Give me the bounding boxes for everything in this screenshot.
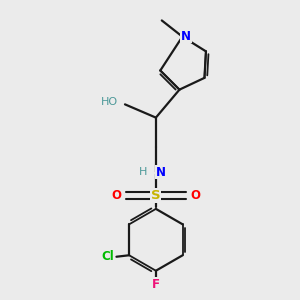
Text: O: O [112,189,122,202]
Text: N: N [181,30,191,43]
Text: F: F [152,278,160,291]
Text: Cl: Cl [101,250,114,263]
Text: O: O [190,189,200,202]
Text: N: N [156,166,166,178]
Text: HO: HO [101,97,118,107]
Text: S: S [151,189,161,202]
Text: H: H [139,167,148,177]
